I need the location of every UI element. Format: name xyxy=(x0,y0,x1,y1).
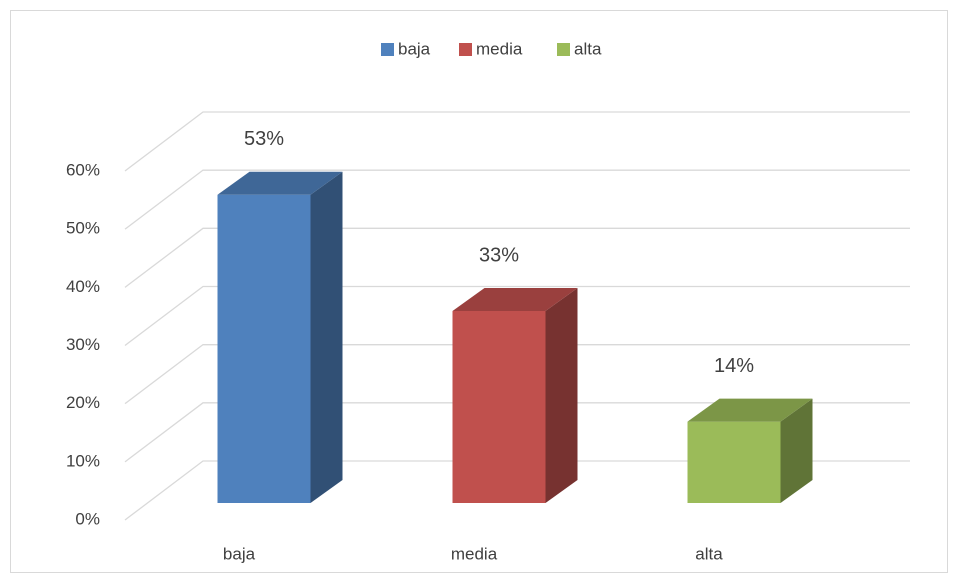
grid-line xyxy=(124,169,910,230)
x-tick-label: alta xyxy=(695,544,723,563)
y-tick-label: 50% xyxy=(66,219,100,238)
bar xyxy=(452,288,578,503)
grid-line xyxy=(124,460,910,521)
y-tick-label: 0% xyxy=(75,509,100,528)
bar-side xyxy=(310,171,343,503)
y-tick-label: 20% xyxy=(66,393,100,412)
legend-label: alta xyxy=(574,39,602,58)
x-tick-label: media xyxy=(451,544,498,563)
bar-side xyxy=(545,288,578,503)
bar-front xyxy=(687,421,781,503)
legend-swatch xyxy=(557,43,570,56)
y-tick-label: 60% xyxy=(66,160,100,179)
legend-swatch xyxy=(381,43,394,56)
bar-top xyxy=(687,398,813,422)
bar-front xyxy=(217,194,311,503)
grid-line xyxy=(124,285,910,347)
grid-line xyxy=(124,344,910,405)
grid-line xyxy=(124,227,910,288)
y-tick-label: 40% xyxy=(66,277,100,296)
data-label: 53% xyxy=(244,128,284,150)
y-tick-label: 10% xyxy=(66,451,100,470)
bar xyxy=(217,171,343,503)
legend-label: media xyxy=(476,39,523,58)
legend-swatch xyxy=(459,43,472,56)
bar xyxy=(687,398,813,503)
grid-line xyxy=(124,402,910,463)
y-tick-label: 30% xyxy=(66,335,100,354)
bar-side xyxy=(780,398,813,503)
grid-line xyxy=(124,111,910,172)
data-label: 33% xyxy=(479,244,519,266)
data-label: 14% xyxy=(714,355,754,377)
bar-top xyxy=(217,171,343,195)
x-tick-label: baja xyxy=(223,544,256,563)
bar-front xyxy=(452,311,546,503)
legend-label: baja xyxy=(398,39,431,58)
bar-top xyxy=(452,288,578,312)
